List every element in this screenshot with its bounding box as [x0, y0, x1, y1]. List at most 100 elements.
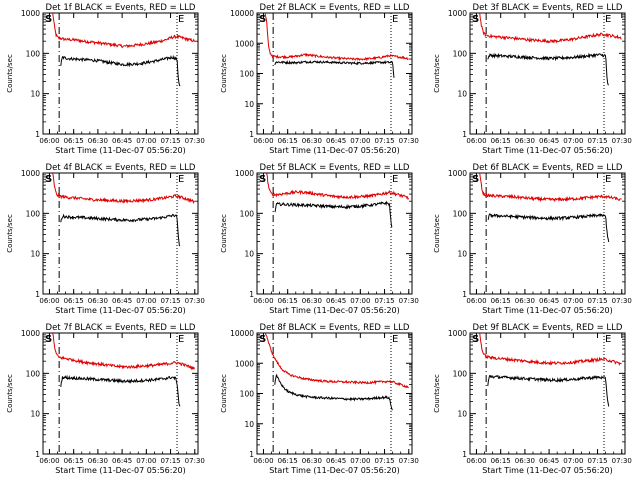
x-tick-label: 06:45 — [539, 297, 559, 305]
x-tick-label: 06:30 — [88, 457, 108, 465]
y-tick-label: 10 — [30, 410, 40, 419]
x-tick-label: 06:45 — [326, 137, 346, 145]
plot-title: Det 7f BLACK = Events, RED = LLD — [46, 323, 196, 333]
x-axis-label: Start Time (11-Dec-07 05:56:20) — [55, 306, 186, 315]
plot-frame — [256, 12, 413, 135]
y-axis-label: Counts/sec — [220, 214, 228, 253]
x-tick-label: 06:45 — [112, 297, 132, 305]
x-tick-label: 06:00 — [253, 297, 273, 305]
x-tick-label: 07:30 — [185, 297, 205, 305]
x-tick-label: 07:00 — [350, 297, 370, 305]
x-tick-label: 06:15 — [64, 137, 84, 145]
start-marker: S — [259, 334, 266, 345]
y-tick-label: 100 — [240, 209, 255, 218]
series-line-lld — [479, 12, 622, 44]
x-tick-label: 07:30 — [399, 297, 419, 305]
x-tick-label: 06:00 — [466, 457, 486, 465]
series-line-events — [60, 54, 181, 87]
x-tick-label: 06:30 — [88, 137, 108, 145]
y-tick-label: 100 — [453, 369, 468, 378]
x-tick-label: 07:30 — [185, 457, 205, 465]
x-tick-label: 07:30 — [612, 457, 632, 465]
plot-frame — [42, 172, 199, 295]
plot-frame — [469, 12, 626, 135]
series-line-events — [274, 374, 393, 411]
x-tick-label: 07:30 — [399, 137, 419, 145]
x-tick-label: 07:15 — [160, 457, 180, 465]
y-tick-label: 100 — [240, 70, 255, 79]
y-tick-label: 1000 — [235, 359, 254, 368]
x-tick-label: 07:30 — [185, 137, 205, 145]
y-tick-label: 10 — [30, 90, 40, 99]
y-tick-label: 1000 — [448, 169, 467, 178]
series-line-events — [487, 52, 609, 86]
y-axis-label: Counts/sec — [220, 54, 228, 93]
plot-title: Det 3f BLACK = Events, RED = LLD — [473, 3, 623, 13]
x-tick-label: 06:45 — [112, 457, 132, 465]
end-marker: E — [605, 334, 611, 345]
x-tick-label: 06:15 — [278, 297, 298, 305]
y-tick-label: 10 — [244, 420, 254, 429]
x-tick-label: 06:45 — [539, 137, 559, 145]
end-marker: E — [392, 334, 398, 345]
y-tick-label: 10 — [244, 100, 254, 109]
series-line-lld — [52, 332, 195, 371]
end-marker: E — [605, 174, 611, 185]
start-marker: S — [45, 14, 52, 25]
x-tick-label: 06:15 — [491, 457, 511, 465]
plot-title: Det 9f BLACK = Events, RED = LLD — [473, 323, 623, 333]
y-tick-label: 100 — [453, 49, 468, 58]
plot-frame — [256, 172, 413, 295]
plot-frame — [469, 332, 626, 455]
x-tick-label: 06:15 — [278, 457, 298, 465]
y-tick-label: 1000 — [21, 9, 40, 18]
x-tick-label: 07:15 — [160, 297, 180, 305]
plot-title: Det 8f BLACK = Events, RED = LLD — [260, 323, 410, 333]
panel-det-6: Det 6f BLACK = Events, RED = LLD Counts/s… — [433, 163, 632, 315]
series-line-lld — [52, 172, 195, 205]
x-tick-label: 06:15 — [64, 297, 84, 305]
series-line-lld — [264, 332, 409, 389]
x-tick-label: 06:45 — [326, 457, 346, 465]
x-axis-label: Start Time (11-Dec-07 05:56:20) — [269, 306, 400, 315]
plot-frame — [42, 12, 199, 135]
y-tick-label: 1 — [462, 130, 467, 139]
x-tick-label: 07:30 — [399, 457, 419, 465]
panel-det-9: Det 9f BLACK = Events, RED = LLD Counts/s… — [433, 323, 632, 475]
x-tick-label: 06:00 — [39, 457, 59, 465]
y-tick-label: 1000 — [21, 329, 40, 338]
y-tick-label: 1 — [249, 450, 254, 459]
x-tick-label: 06:00 — [39, 297, 59, 305]
x-axis-label: Start Time (11-Dec-07 05:56:20) — [269, 146, 400, 155]
x-tick-label: 07:15 — [374, 297, 394, 305]
y-tick-label: 100 — [26, 49, 41, 58]
series-line-events — [60, 213, 181, 247]
x-tick-label: 06:30 — [302, 137, 322, 145]
plot-frame — [469, 172, 626, 295]
y-tick-label: 10000 — [230, 9, 254, 18]
x-tick-label: 06:00 — [253, 137, 273, 145]
y-tick-label: 1 — [35, 450, 40, 459]
series-line-events — [487, 213, 610, 242]
y-tick-label: 1000 — [448, 9, 467, 18]
x-tick-label: 07:15 — [374, 137, 394, 145]
series-line-events — [274, 200, 393, 228]
series-line-events — [487, 374, 610, 407]
start-marker: S — [259, 174, 266, 185]
x-axis-label: Start Time (11-Dec-07 05:56:20) — [55, 466, 186, 475]
y-tick-label: 1000 — [235, 169, 254, 178]
x-tick-label: 07:15 — [374, 457, 394, 465]
x-tick-label: 06:30 — [515, 137, 535, 145]
end-marker: E — [178, 14, 184, 25]
series-line-lld — [479, 172, 622, 203]
series-line-lld — [264, 12, 409, 62]
y-tick-label: 10 — [457, 410, 467, 419]
y-tick-label: 1 — [35, 290, 40, 299]
x-tick-label: 06:45 — [112, 137, 132, 145]
x-tick-label: 06:30 — [88, 297, 108, 305]
y-tick-label: 1000 — [235, 39, 254, 48]
x-tick-label: 06:45 — [326, 297, 346, 305]
y-axis-label: Counts/sec — [6, 374, 14, 413]
start-marker: S — [472, 334, 479, 345]
